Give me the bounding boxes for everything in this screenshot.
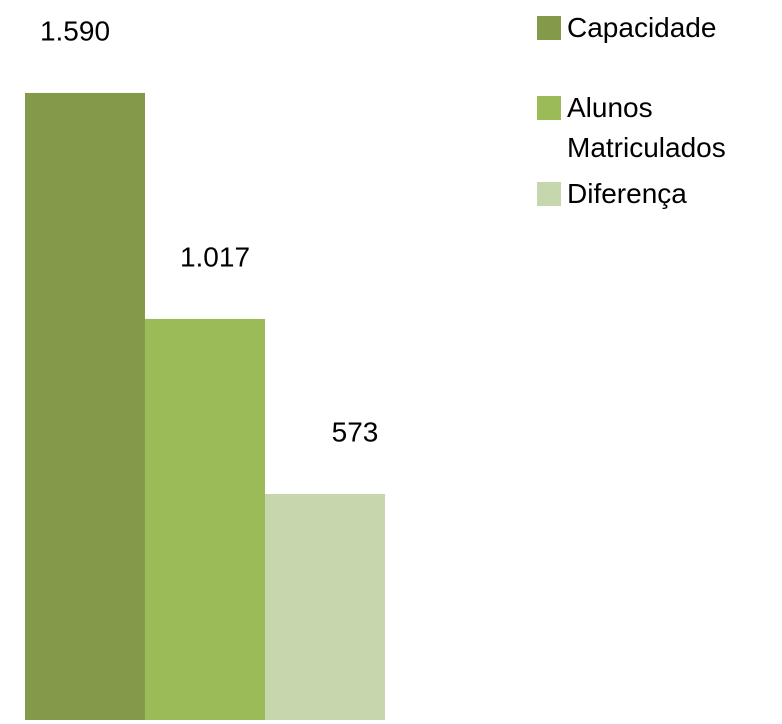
- legend-swatch: [537, 182, 561, 206]
- legend-swatch: [537, 96, 561, 120]
- data-label: 1.017: [180, 241, 250, 272]
- bar: [265, 494, 385, 720]
- legend-label: Alunos Matriculados: [567, 92, 726, 163]
- legend-item: Capacidade: [537, 8, 777, 48]
- bar: [25, 92, 145, 721]
- legend-label: Diferença: [567, 178, 687, 209]
- data-label: 573: [332, 416, 379, 447]
- data-label: 1.590: [40, 15, 110, 46]
- bar: [145, 318, 265, 720]
- legend-item: Diferença: [537, 174, 777, 214]
- legend-item: Alunos Matriculados: [537, 88, 777, 168]
- legend-swatch: [537, 16, 561, 40]
- legend-label: Capacidade: [567, 12, 717, 43]
